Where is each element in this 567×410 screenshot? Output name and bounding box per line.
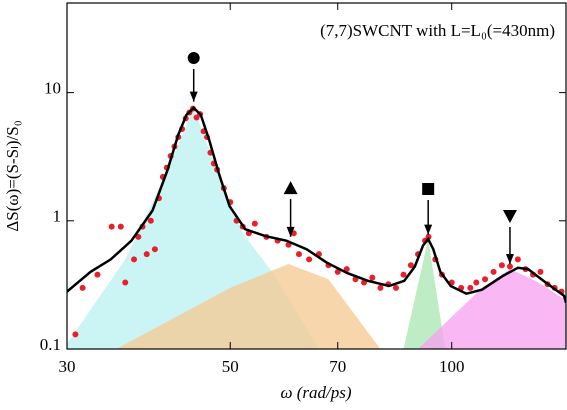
data-point [147, 217, 154, 224]
arrow-head [286, 226, 295, 237]
x-axis-label: ω (rad/ps) [280, 383, 351, 402]
chart-title: (7,7)SWCNT with L=L₀(=430nm) [320, 21, 555, 40]
plot-frame [66, 2, 567, 350]
x-tick-label: 30 [59, 357, 76, 376]
x-tick-label: 100 [439, 357, 465, 376]
data-point [514, 256, 521, 263]
data-point [79, 284, 86, 291]
peak-area [403, 239, 446, 349]
data-point [108, 223, 115, 230]
data-point [94, 271, 101, 278]
data-point [306, 256, 313, 263]
data-point [490, 268, 497, 275]
data-point [122, 279, 129, 286]
arrow-head [505, 254, 514, 265]
peak-marker [422, 183, 435, 196]
data-point [467, 284, 474, 291]
data-point [407, 262, 414, 269]
data-point [482, 276, 489, 283]
data-point [506, 263, 513, 270]
arrow-head [424, 224, 433, 235]
x-tick-label: 70 [329, 357, 346, 376]
peak-marker [283, 181, 298, 195]
data-point [295, 251, 302, 258]
data-point [498, 262, 505, 269]
data-point [537, 268, 544, 275]
peak-marker [187, 52, 200, 65]
data-point [251, 220, 258, 227]
data-point [135, 233, 142, 240]
data-point [151, 246, 158, 253]
arrow-head [189, 91, 198, 102]
peak-marker [502, 210, 517, 224]
fit-line [67, 106, 566, 303]
data-point [425, 233, 432, 240]
x-tick-label: 50 [222, 357, 239, 376]
data-point [131, 256, 138, 263]
data-point [400, 271, 407, 278]
data-point [377, 284, 384, 291]
data-point [473, 279, 480, 286]
peak-area [418, 269, 566, 349]
data-point [369, 274, 376, 281]
data-point [392, 284, 399, 291]
y-tick-label: 0.1 [40, 335, 61, 354]
y-tick-label: 1 [53, 207, 62, 226]
data-point [343, 266, 350, 273]
y-axis-label: ΔS(ω)=(S-Sₗ)/S₀ [3, 120, 22, 231]
data-point [72, 331, 79, 338]
data-point [143, 251, 150, 258]
peak-area [116, 264, 381, 349]
plot-area [67, 105, 566, 349]
y-tick-label: 10 [44, 79, 61, 98]
data-point [117, 223, 124, 230]
